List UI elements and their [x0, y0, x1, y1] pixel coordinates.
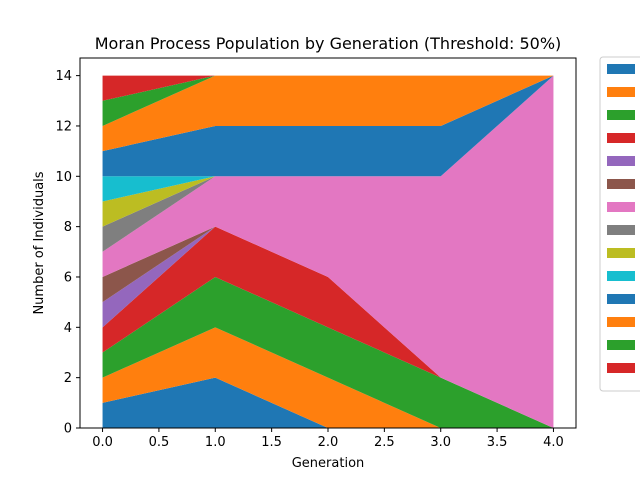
x-tick-label: 1.0 [205, 435, 226, 450]
area-series-3 [102, 276, 554, 428]
y-tick-label: 14 [55, 69, 72, 84]
area-series-group [102, 75, 554, 429]
area-series-10 [102, 75, 554, 202]
area-series-7 [102, 75, 554, 429]
legend-swatch-1 [607, 64, 635, 74]
legend-swatch-9 [607, 248, 635, 258]
legend-swatch-7 [607, 202, 635, 212]
area-series-4 [102, 226, 554, 428]
area-series-12 [102, 75, 554, 152]
x-tick-label: 0.5 [149, 435, 170, 450]
legend [599, 56, 640, 392]
legend-swatch-3 [607, 110, 635, 120]
y-tick-label: 12 [55, 119, 72, 134]
x-axis-ticks: 0.0 0.5 1.0 1.5 2.0 2.5 3.0 3.5 4.0 [92, 428, 564, 450]
legend-swatch-6 [607, 179, 635, 189]
y-tick-label: 0 [64, 422, 72, 437]
y-tick-label: 2 [64, 371, 72, 386]
y-axis-ticks: 0 2 4 6 8 10 12 14 [55, 69, 80, 437]
x-axis-label: Generation [292, 456, 365, 471]
x-tick-label: 4.0 [543, 435, 564, 450]
x-tick-label: 3.0 [430, 435, 451, 450]
legend-swatch-2 [607, 87, 635, 97]
y-tick-label: 4 [64, 321, 72, 336]
legend-swatch-10 [607, 271, 635, 281]
y-tick-label: 8 [64, 220, 72, 235]
x-tick-label: 3.5 [487, 435, 508, 450]
legend-swatch-4 [607, 133, 635, 143]
x-tick-label: 2.5 [374, 435, 395, 450]
area-series-1 [102, 377, 554, 428]
y-tick-label: 6 [64, 270, 72, 285]
x-tick-label: 2.0 [318, 435, 339, 450]
legend-swatch-8 [607, 225, 635, 235]
legend-swatch-12 [607, 317, 635, 327]
legend-swatch-5 [607, 156, 635, 166]
x-tick-label: 0.0 [92, 435, 113, 450]
chart-title: Moran Process Population by Generation (… [95, 34, 562, 53]
y-tick-label: 10 [55, 170, 72, 185]
x-tick-label: 1.5 [261, 435, 282, 450]
area-series-14 [102, 75, 554, 101]
legend-swatch-11 [607, 294, 635, 304]
legend-swatch-14 [607, 363, 635, 373]
y-axis-label: Number of Individuals [32, 171, 47, 314]
area-series-11 [102, 75, 554, 177]
legend-swatch-13 [607, 340, 635, 350]
